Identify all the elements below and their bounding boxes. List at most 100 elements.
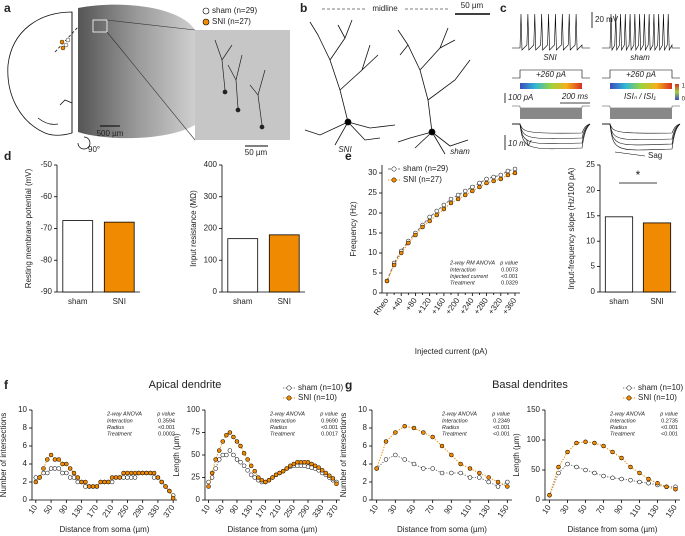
scale-label: 200 ms bbox=[561, 92, 588, 101]
y-axis-label: Length (µm) bbox=[512, 433, 521, 477]
data-point bbox=[259, 477, 265, 483]
slice-image bbox=[78, 4, 195, 139]
x-tick-label: 50 bbox=[42, 503, 55, 516]
data-point bbox=[98, 479, 103, 485]
data-point bbox=[610, 475, 615, 481]
data-point bbox=[170, 495, 176, 501]
scale-label: 20 mV bbox=[595, 15, 619, 24]
data-point bbox=[583, 439, 588, 445]
data-point bbox=[224, 432, 229, 438]
x-tick-label: +40 bbox=[389, 296, 404, 313]
data-point bbox=[37, 475, 42, 480]
stats-p: 0.0017 bbox=[321, 431, 338, 437]
data-point bbox=[48, 466, 54, 471]
x-tick-label: 90 bbox=[442, 503, 455, 516]
data-point bbox=[374, 466, 379, 471]
data-point bbox=[393, 452, 398, 458]
data-point bbox=[498, 176, 504, 182]
data-point bbox=[263, 479, 268, 485]
stats-p: 0.2349 bbox=[493, 418, 510, 424]
data-point bbox=[273, 472, 279, 478]
panel-title: Basal dendrites bbox=[492, 379, 568, 391]
data-point bbox=[121, 475, 126, 480]
y-tick-label: 30 bbox=[368, 168, 377, 177]
y-tick-label: 25 bbox=[586, 160, 595, 169]
x-tick-label: SNI bbox=[113, 297, 126, 306]
data-point bbox=[56, 457, 61, 462]
data-point bbox=[391, 262, 397, 268]
data-point bbox=[556, 464, 561, 470]
data-point bbox=[434, 208, 440, 214]
data-point bbox=[327, 473, 332, 478]
data-point bbox=[75, 475, 81, 480]
data-point bbox=[113, 475, 119, 480]
data-point bbox=[323, 470, 329, 476]
inset-image bbox=[195, 30, 290, 140]
x-tick-label: 330 bbox=[311, 503, 326, 520]
data-point bbox=[411, 425, 417, 431]
data-point bbox=[628, 464, 633, 470]
data-point bbox=[64, 461, 69, 467]
bar bbox=[227, 238, 259, 293]
scale-label: 50 µm bbox=[461, 1, 484, 10]
data-point bbox=[151, 475, 157, 480]
x-tick-label: 30 bbox=[558, 503, 571, 516]
legend-label: sham (n=29) bbox=[403, 164, 448, 173]
data-point bbox=[213, 466, 218, 471]
spike-trace bbox=[512, 13, 590, 51]
stats-p: 0.0002 bbox=[158, 431, 175, 437]
data-point bbox=[556, 470, 561, 476]
current-label: +260 pA bbox=[536, 70, 566, 79]
x-tick-label: 70 bbox=[594, 503, 607, 516]
y-tick-label: 25 bbox=[191, 473, 200, 482]
y-axis-label: Input-frequency slope (Hz/100 pA) bbox=[567, 167, 576, 289]
stats-p: <0.001 bbox=[321, 425, 338, 431]
data-point bbox=[486, 475, 491, 480]
data-point bbox=[470, 184, 475, 190]
legend-label: sham (n=10) bbox=[638, 383, 683, 392]
y-tick-label: 0 bbox=[196, 495, 201, 504]
x-tick-label: sham bbox=[609, 297, 629, 306]
data-point bbox=[64, 470, 69, 476]
stats-term: Interaction bbox=[610, 418, 636, 424]
data-point bbox=[449, 452, 454, 458]
x-tick-label: 70 bbox=[424, 503, 437, 516]
data-point bbox=[512, 166, 518, 172]
data-point bbox=[601, 443, 606, 449]
y-tick-label: 100 bbox=[527, 435, 541, 444]
data-point bbox=[455, 196, 461, 202]
stats-term: Treatment bbox=[442, 431, 467, 437]
data-point bbox=[610, 449, 615, 455]
y-tick-label: -60 bbox=[40, 192, 52, 201]
x-tick-label: 370 bbox=[325, 503, 340, 520]
y-tick-label: 10 bbox=[358, 405, 367, 414]
legend-marker bbox=[202, 7, 210, 15]
data-point bbox=[128, 470, 134, 476]
x-tick-label: +160 bbox=[430, 296, 448, 316]
data-point bbox=[467, 466, 473, 471]
data-point bbox=[206, 484, 211, 489]
y-tick-label: 15 bbox=[368, 228, 377, 237]
x-tick-label: 30 bbox=[386, 503, 399, 516]
x-tick-label: 90 bbox=[57, 503, 70, 516]
y-tick-label: 6 bbox=[23, 441, 28, 450]
midline-label: midline bbox=[372, 4, 398, 13]
data-point bbox=[505, 172, 511, 178]
data-point bbox=[673, 486, 678, 492]
data-point bbox=[565, 449, 570, 455]
bar bbox=[642, 222, 672, 293]
y-tick-label: 2 bbox=[363, 477, 368, 486]
y-tick-label: 50 bbox=[531, 465, 540, 474]
data-point bbox=[592, 440, 597, 446]
stats-term: Radius bbox=[442, 425, 459, 431]
y-tick-label: 4 bbox=[363, 459, 368, 468]
data-point bbox=[224, 452, 229, 458]
legend-marker bbox=[391, 177, 397, 183]
data-point bbox=[45, 470, 50, 476]
data-point bbox=[411, 461, 417, 467]
data-point bbox=[393, 430, 398, 435]
trace-label: sham bbox=[630, 53, 650, 62]
data-point bbox=[491, 178, 496, 184]
data-point bbox=[245, 468, 250, 473]
data-point bbox=[90, 484, 96, 489]
